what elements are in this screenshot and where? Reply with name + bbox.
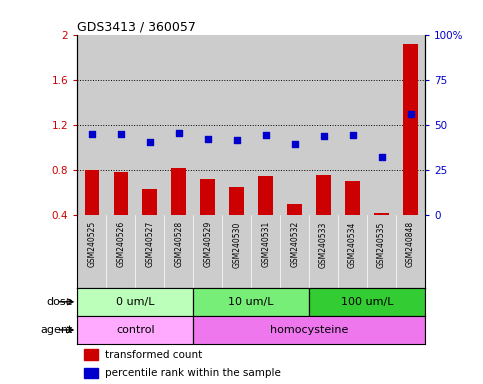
Text: GDS3413 / 360057: GDS3413 / 360057: [77, 20, 196, 33]
Bar: [85, 170, 99, 215]
Point: [291, 141, 298, 147]
Bar: [367, 35, 396, 215]
Point: [146, 139, 154, 145]
Bar: [316, 175, 331, 215]
Bar: [164, 35, 193, 215]
Point: [320, 133, 327, 139]
Point: [378, 154, 385, 160]
Bar: [374, 213, 389, 215]
Text: agent: agent: [40, 325, 72, 335]
Text: GSM240528: GSM240528: [174, 221, 183, 267]
Bar: [258, 176, 273, 215]
Bar: [403, 44, 418, 215]
Bar: [309, 35, 338, 215]
Text: GSM240525: GSM240525: [87, 221, 96, 267]
Bar: [77, 35, 106, 215]
Bar: [229, 187, 244, 215]
Point: [204, 136, 212, 142]
Bar: [142, 189, 157, 215]
Text: transformed count: transformed count: [105, 350, 202, 360]
Text: GSM240527: GSM240527: [145, 221, 154, 267]
Text: GSM240529: GSM240529: [203, 221, 212, 267]
Text: GSM240534: GSM240534: [348, 221, 357, 268]
Bar: [106, 35, 135, 215]
Bar: [135, 35, 164, 215]
Text: GSM240532: GSM240532: [290, 221, 299, 267]
Point: [88, 131, 96, 137]
Bar: [222, 35, 251, 215]
Text: dose: dose: [46, 297, 72, 307]
Bar: [345, 182, 360, 215]
Bar: [84, 367, 98, 378]
Text: 0 um/L: 0 um/L: [116, 297, 155, 307]
Text: percentile rank within the sample: percentile rank within the sample: [105, 368, 281, 378]
Text: 100 um/L: 100 um/L: [341, 297, 393, 307]
Bar: [200, 179, 215, 215]
Text: 10 um/L: 10 um/L: [228, 297, 274, 307]
Text: GSM240531: GSM240531: [261, 221, 270, 267]
Point: [117, 131, 125, 137]
Text: control: control: [116, 325, 155, 335]
Bar: [309, 288, 425, 316]
Text: GSM240848: GSM240848: [406, 221, 415, 267]
Bar: [84, 349, 98, 360]
Bar: [171, 168, 186, 215]
Bar: [193, 316, 425, 344]
Text: GSM240530: GSM240530: [232, 221, 241, 268]
Point: [175, 130, 183, 136]
Bar: [193, 288, 309, 316]
Text: GSM240526: GSM240526: [116, 221, 125, 267]
Text: GSM240533: GSM240533: [319, 221, 328, 268]
Point: [233, 137, 241, 143]
Bar: [396, 35, 425, 215]
Point: [262, 132, 270, 138]
Text: homocysteine: homocysteine: [270, 325, 348, 335]
Text: GSM240535: GSM240535: [377, 221, 386, 268]
Point: [407, 111, 414, 117]
Bar: [287, 204, 302, 215]
Point: [349, 132, 356, 138]
Bar: [280, 35, 309, 215]
Bar: [77, 316, 193, 344]
Bar: [193, 35, 222, 215]
Bar: [114, 172, 128, 215]
Bar: [251, 35, 280, 215]
Bar: [338, 35, 367, 215]
Bar: [77, 288, 193, 316]
